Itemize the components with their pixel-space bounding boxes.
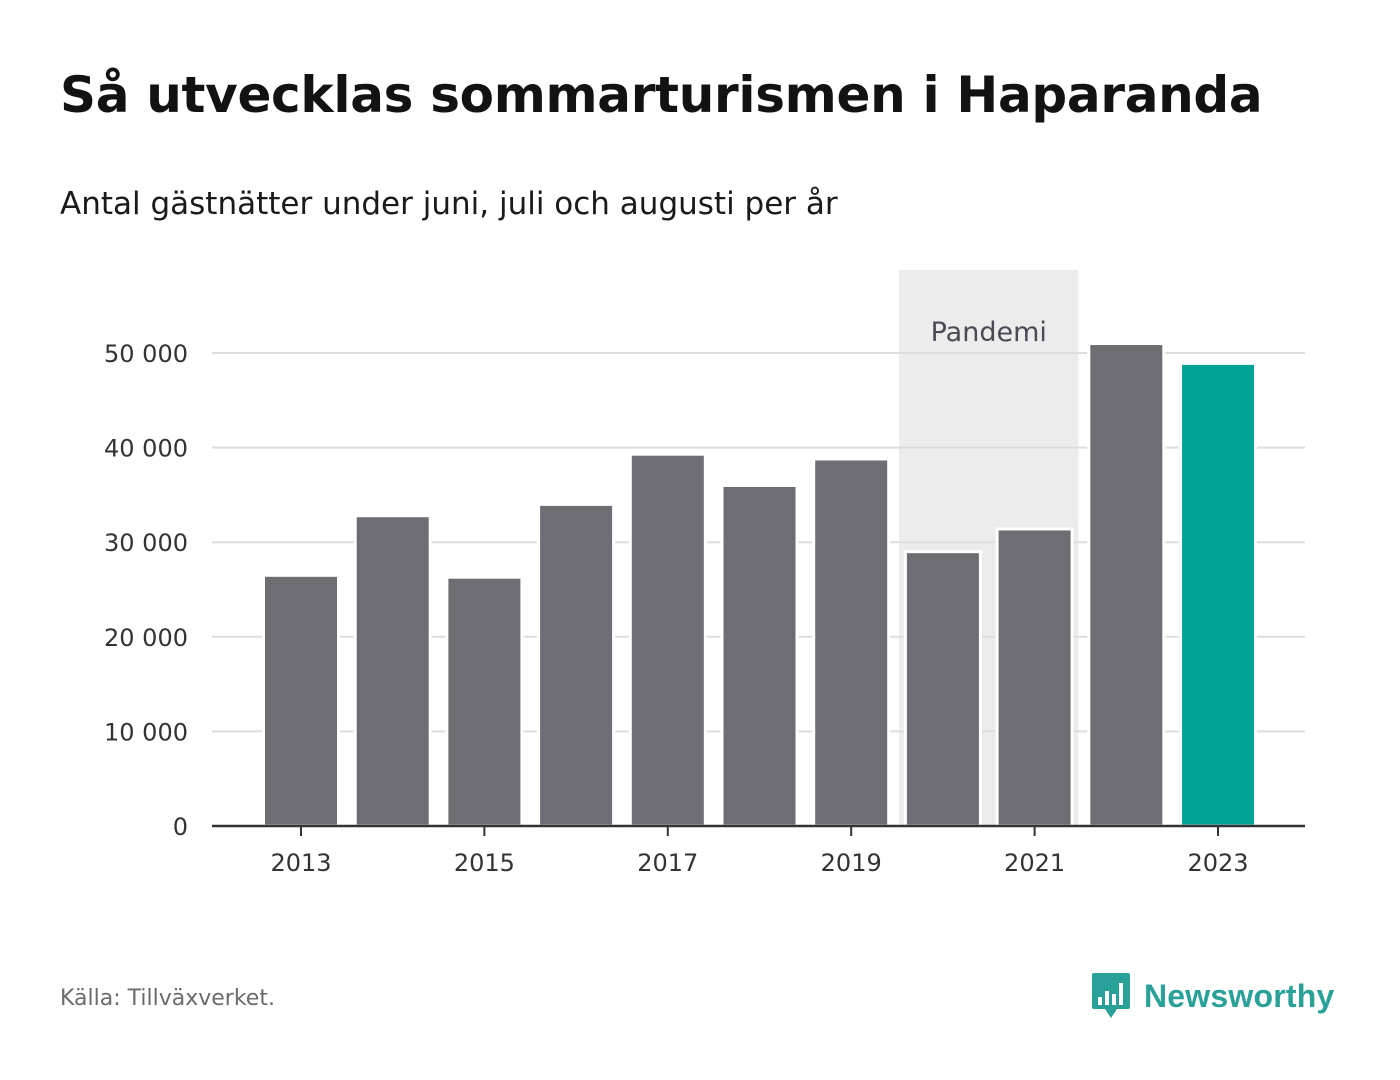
x-tick-label: 2019 — [821, 849, 882, 877]
chart-title: Så utvecklas sommarturismen i Haparanda — [60, 66, 1263, 124]
bar-2013 — [262, 573, 340, 828]
bar-2017 — [628, 452, 707, 828]
bar-2016 — [537, 502, 616, 828]
y-tick-label: 10 000 — [104, 718, 188, 746]
x-tick-label: 2015 — [454, 849, 515, 877]
bar-2020 — [903, 550, 982, 828]
x-tick-label: 2023 — [1187, 849, 1248, 877]
source-note: Källa: Tillväxverket. — [60, 986, 275, 1011]
y-tick-label: 0 — [173, 813, 188, 841]
x-tick-label: 2021 — [1004, 849, 1065, 877]
bars — [262, 342, 1257, 828]
brand-name: Newsworthy — [1144, 977, 1335, 1014]
bar-2021 — [995, 527, 1074, 828]
pandemic-label: Pandemi — [931, 317, 1047, 348]
y-tick-label: 20 000 — [104, 624, 188, 652]
newsworthy-logo[interactable]: Newsworthy — [1090, 970, 1334, 1022]
bar-2018 — [720, 483, 799, 828]
x-tick-label: 2017 — [637, 849, 698, 877]
bar-2023 — [1179, 361, 1257, 828]
x-tick-label: 2013 — [270, 849, 331, 877]
bar-2014 — [353, 514, 432, 828]
y-tick-label: 30 000 — [104, 529, 188, 557]
bar-2019 — [812, 457, 891, 828]
bar-2022 — [1087, 342, 1166, 828]
bar-chart-speech-bubble-icon — [1092, 973, 1130, 1018]
bar-2015 — [445, 575, 524, 828]
axes: 0 10 000 20 000 30 000 40 000 50 000 2013 2015 2… — [104, 340, 1305, 877]
y-tick-label: 40 000 — [104, 435, 188, 463]
y-tick-label: 50 000 — [104, 340, 188, 368]
chart-subtitle: Antal gästnätter under juni, juli och au… — [60, 186, 838, 222]
